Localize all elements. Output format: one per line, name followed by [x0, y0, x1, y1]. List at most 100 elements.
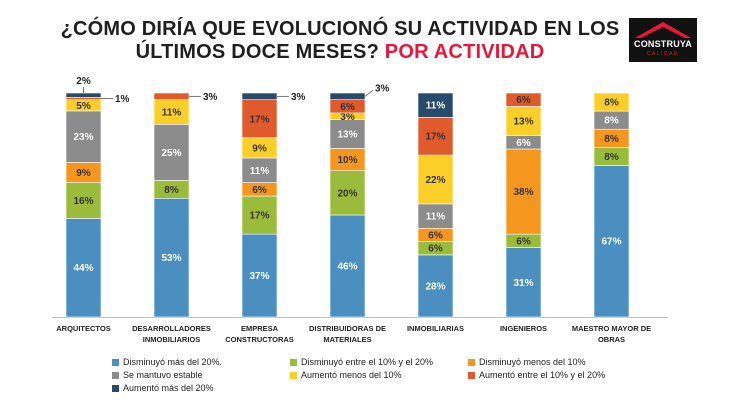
legend-label: Aumentó entre el 10% y el 20% [479, 370, 606, 380]
legend-swatch [468, 371, 475, 379]
data-label: 17% [249, 211, 269, 222]
legend-label: Aumentó menos del 10% [301, 370, 402, 380]
data-label: 25% [161, 148, 181, 159]
bar-segment-dis20 [593, 165, 630, 318]
data-label: 53% [161, 253, 181, 264]
data-label: 17% [425, 132, 445, 143]
x-tick-label: ARQUITECTOS [56, 324, 110, 333]
callout-label: 1% [115, 94, 130, 105]
legend-label: Disminuyó más del 20%. [123, 357, 223, 367]
data-label: 9% [252, 143, 267, 154]
data-label: 6% [516, 236, 531, 247]
data-label: 6% [252, 185, 267, 196]
data-label: 13% [513, 117, 533, 128]
data-label: 37% [249, 271, 269, 282]
x-tick-label: DISTRIBUIDORAS DE [309, 324, 386, 333]
bar-segment-aum10_20 [65, 97, 102, 101]
callout-leader [364, 90, 374, 97]
title-line-1: ¿CÓMO DIRÍA QUE EVOLUCIONÓ SU ACTIVIDAD … [60, 18, 620, 40]
legend-item-aum_menos10: Aumentó menos del 10% [290, 370, 402, 380]
bar-segment-estable [241, 157, 278, 183]
data-label: 67% [601, 237, 621, 248]
legend-swatch [112, 358, 119, 366]
data-label: 13% [337, 130, 357, 141]
data-label: 44% [73, 263, 93, 274]
x-tick-label: INMOBILIARIAS [407, 324, 464, 333]
legend-swatch [112, 371, 119, 379]
bar-segment-aum20 [417, 92, 454, 118]
data-label: 38% [513, 187, 533, 198]
title-accent: POR ACTIVIDAD [384, 41, 545, 63]
data-label: 6% [340, 102, 355, 113]
bar-segment-aum10_20 [241, 99, 278, 139]
bar-segment-dis20 [153, 197, 190, 318]
legend-item-aum20: Aumentó más del 20% [112, 383, 214, 393]
bar-segment-dis_menos10 [505, 148, 542, 235]
x-tick-label: OBRAS [598, 335, 625, 344]
data-label: 8% [604, 152, 619, 163]
data-label: 16% [73, 196, 93, 207]
x-tick-label: EMPRESA [241, 324, 279, 333]
data-label: 8% [164, 185, 179, 196]
bar-segment-aum20 [241, 92, 278, 101]
legend-label: Disminuyó menos del 10% [479, 357, 586, 367]
x-tick-label: MAESTRO MAYOR DE [572, 324, 651, 333]
x-tick-label: DESARROLLADORES [132, 324, 211, 333]
bar-segment-aum_menos10 [593, 92, 630, 112]
chart-title: ¿CÓMO DIRÍA QUE EVOLUCIONÓ SU ACTIVIDAD … [60, 18, 620, 64]
bar-segment-aum20 [329, 92, 366, 100]
bar-segment-aum20 [65, 92, 102, 98]
data-label: 8% [604, 134, 619, 145]
callout-label: 3% [375, 83, 390, 94]
bar-segment-aum_menos10 [505, 106, 542, 136]
data-label: 11% [426, 212, 446, 223]
legend-item-dis_menos10: Disminuyó menos del 10% [468, 357, 586, 367]
data-label: 11% [426, 101, 446, 112]
data-label: 6% [516, 95, 531, 106]
data-label: 9% [76, 168, 91, 179]
legend-item-dis20: Disminuyó más del 20%. [112, 357, 222, 367]
data-label: 6% [516, 138, 531, 149]
construya-logo: CONSTRUYA CALIDAD [629, 18, 697, 62]
x-tick-label: CONSTRUCTORAS [225, 335, 294, 344]
data-label: 6% [428, 244, 443, 255]
data-label: 5% [76, 101, 91, 112]
data-label: 28% [425, 281, 445, 292]
x-tick-label: INMOBILIARIOS [143, 335, 201, 344]
data-label: 11% [162, 108, 182, 119]
data-label: 11% [250, 166, 270, 177]
bar-segment-dis10_20 [65, 182, 102, 219]
callout-label: 3% [291, 92, 306, 103]
data-label: 8% [604, 116, 619, 127]
data-label: 8% [604, 98, 619, 109]
bar-segment-aum_menos10 [153, 99, 190, 125]
data-label: 46% [337, 261, 357, 272]
bar-segment-dis20 [65, 218, 102, 318]
data-label: 20% [337, 188, 357, 199]
logo-name: CONSTRUYA [634, 39, 692, 49]
data-label: 23% [73, 132, 93, 143]
legend-label: Aumentó más del 20% [123, 383, 214, 393]
data-label: 31% [513, 278, 533, 289]
legend-swatch [290, 358, 297, 366]
callout-label: 2% [76, 76, 91, 87]
bar-segment-dis10_20 [241, 195, 278, 235]
bar-segment-estable [329, 119, 366, 149]
bar-segment-dis20 [241, 233, 278, 318]
legend-item-aum10_20: Aumentó entre el 10% y el 20% [468, 370, 605, 380]
x-tick-label: MATERIALES [323, 335, 371, 344]
legend-swatch [468, 358, 475, 366]
bar-segment-aum10_20 [153, 92, 190, 101]
bar-segment-estable [153, 124, 190, 181]
bar-segment-dis10_20 [329, 170, 366, 216]
legend-swatch [112, 384, 119, 392]
legend-item-dis10_20: Disminuyó entre el 10% y el 20% [290, 357, 433, 367]
legend-item-estable: Se mantuvo estable [112, 370, 203, 380]
roof-icon [635, 22, 691, 38]
legend-label: Disminuyó entre el 10% y el 20% [301, 357, 434, 367]
data-label: 10% [337, 155, 357, 166]
bar-segment-estable [65, 110, 102, 163]
data-label: 6% [428, 230, 443, 241]
x-tick-label: INGENIEROS [500, 324, 547, 333]
